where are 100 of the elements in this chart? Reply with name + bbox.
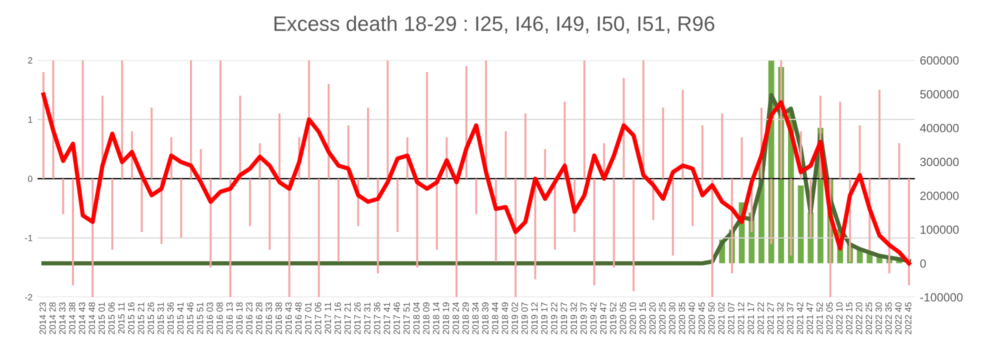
x-tick-label: 2016 48 bbox=[295, 302, 302, 334]
x-tick-label: 2021 37 bbox=[786, 302, 794, 334]
y-tick-label: -2 bbox=[25, 294, 32, 300]
x-tick-label: 2015 31 bbox=[158, 302, 164, 334]
y2-tick-label: 400000 bbox=[920, 124, 959, 132]
y2-tick-label: 200000 bbox=[920, 192, 959, 200]
x-tick-label: 2021 27 bbox=[767, 302, 774, 334]
y2-tick-label: 100000 bbox=[920, 225, 959, 234]
bar bbox=[798, 185, 804, 264]
x-tick-label: 2015 21 bbox=[138, 302, 144, 334]
y-tick-label: -1 bbox=[25, 234, 32, 242]
y2-tick-label: 600000 bbox=[920, 56, 959, 65]
x-tick-label: 2020 10 bbox=[630, 302, 636, 334]
x-tick-label: 2016 43 bbox=[285, 302, 292, 334]
x-tick-label: 2017 31 bbox=[364, 302, 370, 334]
x-tick-label: 2021 42 bbox=[796, 302, 804, 334]
x-tick-label: 2020 50 bbox=[708, 302, 715, 334]
x-tick-label: 2016 23 bbox=[246, 302, 252, 334]
x-tick-label: 2014 48 bbox=[88, 302, 96, 334]
x-tick-label: 2015 41 bbox=[177, 302, 184, 334]
x-tick-label: 2018 29 bbox=[462, 302, 469, 334]
x-tick-label: 2019 12 bbox=[531, 302, 538, 334]
x-tick-label: 2018 14 bbox=[432, 302, 440, 334]
x-tick-label: 2022 25 bbox=[866, 302, 872, 334]
x-tick-label: 2014 23 bbox=[39, 302, 46, 334]
x-tick-label: 2017 06 bbox=[314, 302, 322, 334]
y-tick-label: 1 bbox=[28, 116, 32, 123]
x-tick-label: 2017 21 bbox=[344, 302, 351, 334]
x-tick-label: 2018 24 bbox=[452, 302, 459, 334]
x-tick-label: 2020 45 bbox=[698, 302, 705, 334]
x-tick-label: 2022 45 bbox=[905, 302, 912, 334]
x-tick-label: 2020 35 bbox=[678, 302, 686, 334]
x-tick-label: 2020 05 bbox=[620, 302, 626, 334]
x-tick-label: 2019 42 bbox=[590, 302, 597, 334]
x-tick-label: 2022 30 bbox=[876, 302, 882, 334]
x-tick-label: 2018 19 bbox=[442, 302, 450, 334]
x-tick-label: 2022 35 bbox=[885, 302, 892, 334]
x-tick-label: 2019 27 bbox=[560, 302, 568, 334]
x-tick-label: 2020 30 bbox=[668, 302, 676, 334]
x-tick-label: 2017 11 bbox=[324, 302, 332, 334]
x-tick-label: 2018 04 bbox=[413, 302, 420, 334]
x-tick-label: 2017 41 bbox=[384, 302, 390, 334]
x-tick-label: 2016 38 bbox=[276, 302, 282, 334]
x-tick-label: 2019 17 bbox=[541, 302, 548, 334]
x-tick-label: 2019 52 bbox=[610, 302, 616, 334]
x-tick-label: 2017 36 bbox=[374, 302, 380, 334]
y2-tick-label: 300000 bbox=[920, 158, 959, 166]
x-tick-label: 2021 07 bbox=[728, 302, 734, 334]
x-tick-label: 2016 13 bbox=[226, 302, 233, 334]
x-tick-label: 2018 09 bbox=[423, 302, 430, 334]
x-tick-label: 2014 38 bbox=[68, 302, 76, 334]
x-tick-label: 2018 34 bbox=[472, 302, 479, 334]
x-tick-label: 2021 12 bbox=[738, 302, 744, 334]
x-tick-label: 2020 25 bbox=[659, 302, 666, 334]
x-tick-label: 2020 15 bbox=[639, 302, 646, 334]
x-tick-label: 2021 02 bbox=[718, 302, 725, 334]
y2-tick-label: 0 bbox=[920, 259, 926, 268]
x-tick-label: 2022 40 bbox=[895, 302, 902, 334]
x-tick-label: 2017 51 bbox=[403, 302, 410, 334]
x-tick-label: 2022 05 bbox=[826, 302, 833, 334]
x-tick-label: 2015 36 bbox=[167, 302, 174, 334]
x-tick-label: 2015 46 bbox=[187, 302, 194, 334]
x-tick-label: 2022 10 bbox=[836, 302, 843, 334]
x-tick-label: 2015 51 bbox=[196, 302, 204, 334]
x-tick-label: 2021 47 bbox=[806, 302, 814, 334]
x-tick-label: 2016 08 bbox=[216, 302, 223, 334]
x-tick-label: 2018 44 bbox=[492, 302, 498, 334]
x-tick-label: 2019 32 bbox=[570, 302, 577, 334]
x-tick-label: 2020 40 bbox=[688, 302, 696, 334]
x-tick-label: 2014 33 bbox=[59, 302, 66, 334]
x-tick-label: 2015 16 bbox=[128, 302, 134, 334]
x-tick-label: 2017 26 bbox=[354, 302, 361, 334]
y2-tick-label: 500000 bbox=[920, 90, 959, 98]
y-tick-label: 0 bbox=[28, 176, 32, 182]
x-tick-label: 2016 28 bbox=[256, 302, 262, 334]
x-tick-label: 2022 20 bbox=[856, 302, 862, 334]
x-tick-label: 2015 06 bbox=[108, 302, 115, 334]
x-tick-label: 2016 03 bbox=[206, 302, 214, 334]
x-tick-label: 2018 49 bbox=[502, 302, 508, 334]
x-tick-label: 2022 15 bbox=[846, 302, 852, 334]
x-tick-label: 2015 26 bbox=[148, 302, 154, 334]
x-tick-label: 2014 43 bbox=[78, 302, 86, 334]
x-tick-label: 2018 39 bbox=[482, 302, 488, 334]
x-tick-label: 2021 22 bbox=[757, 302, 764, 334]
x-tick-label: 2017 46 bbox=[394, 302, 400, 334]
x-tick-label: 2020 20 bbox=[649, 302, 656, 334]
x-tick-label: 2015 11 bbox=[118, 302, 125, 334]
x-tick-label: 2019 47 bbox=[600, 302, 607, 334]
x-tick-label: 2019 22 bbox=[550, 302, 558, 334]
x-tick-label: 2021 17 bbox=[748, 302, 754, 334]
x-tick-label: 2021 32 bbox=[777, 302, 784, 334]
x-tick-label: 2017 01 bbox=[305, 302, 312, 334]
x-tick-label: 2019 37 bbox=[580, 302, 587, 334]
y2-tick-label: -100000 bbox=[920, 293, 963, 302]
x-tick-label: 2014 28 bbox=[49, 302, 56, 334]
x-tick-label: 2017 16 bbox=[334, 302, 341, 334]
x-tick-label: 2019 07 bbox=[521, 302, 528, 334]
x-tick-label: 2015 01 bbox=[98, 302, 105, 334]
x-tick-label: 2016 33 bbox=[266, 302, 272, 334]
x-tick-label: 2021 52 bbox=[816, 302, 823, 334]
